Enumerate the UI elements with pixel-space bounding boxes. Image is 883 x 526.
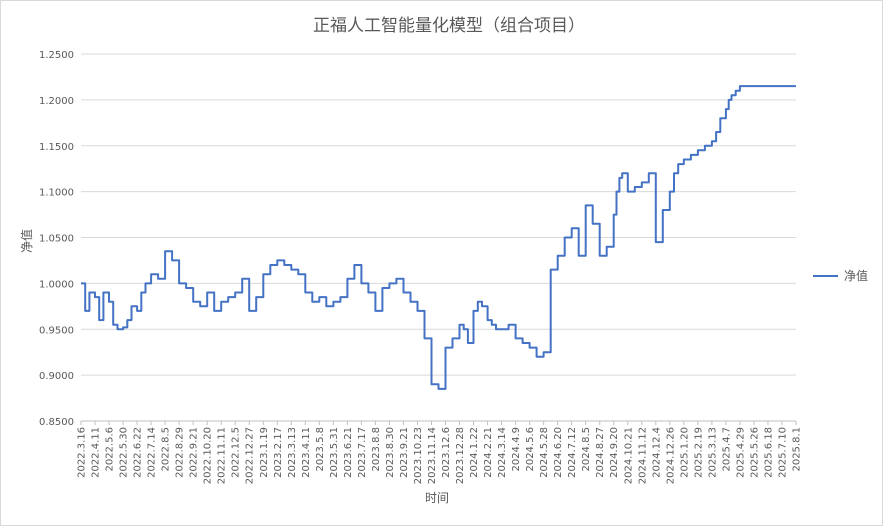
x-tick-label: 2023.2.17 (273, 427, 284, 478)
y-tick-label: 1.0000 (39, 279, 74, 290)
x-tick-label: 2024.12.26 (665, 427, 676, 484)
legend: 净值 (813, 268, 868, 283)
x-tick-label: 2023.8.8 (371, 427, 382, 472)
x-tick-label: 2024.8.5 (581, 427, 592, 472)
y-tick-label: 1.2500 (39, 50, 74, 61)
x-tick-label: 2024.2.21 (483, 427, 494, 478)
x-tick-label: 2024.4.9 (511, 427, 522, 472)
x-tick-label: 2023.11.14 (427, 427, 438, 484)
x-tick-label: 2024.12.4 (651, 427, 662, 478)
x-tick-label: 2025.8.1 (792, 427, 803, 472)
series-line-net-value (81, 85, 796, 390)
y-tick-label: 0.8500 (39, 417, 74, 428)
x-tick-label: 2023.3.13 (287, 427, 298, 478)
x-tick-label: 2024.8.27 (595, 427, 606, 478)
x-tick-label: 2022.12.27 (245, 427, 256, 484)
x-tick-label: 2024.5.6 (525, 427, 536, 472)
chart-title: 正福人工智能量化模型（组合项目） (313, 16, 585, 36)
x-tick-label: 2022.9.21 (189, 427, 200, 478)
x-tick-label: 2022.12.5 (231, 427, 242, 478)
x-tick-label: 2024.9.20 (609, 427, 620, 478)
x-tick-label: 2024.11.12 (637, 427, 648, 484)
x-axis: 2022.3.16 2022.4.11 2022.5.6 2022.5.30 2022.… (77, 420, 803, 484)
gridlines (81, 53, 796, 422)
x-tick-label: 2025.6.18 (763, 427, 774, 478)
x-tick-label: 2023.12.28 (455, 427, 466, 484)
x-tick-label: 2022.4.11 (91, 427, 102, 478)
y-tick-label: 1.1500 (39, 142, 74, 153)
x-tick-label: 2024.5.28 (539, 427, 550, 478)
x-tick-label: 2025.5.26 (749, 427, 760, 478)
x-tick-label: 2023.5.8 (315, 427, 326, 472)
x-tick-label: 2023.8.30 (385, 427, 396, 478)
x-tick-label: 2022.11.11 (217, 427, 228, 484)
x-tick-label: 2025.4.29 (735, 427, 746, 478)
y-tick-label: 0.9000 (39, 371, 74, 382)
x-tick-label: 2023.1.19 (259, 427, 270, 478)
x-tick-label: 2024.6.20 (553, 427, 564, 478)
x-tick-label: 2022.5.6 (105, 427, 116, 472)
x-tick-label: 2024.3.14 (497, 427, 508, 478)
x-tick-label: 2025.2.19 (693, 427, 704, 478)
series-group (81, 85, 796, 390)
x-tick-label: 2025.1.20 (679, 427, 690, 478)
y-tick-label: 1.0500 (39, 234, 74, 245)
x-tick-label: 2025.3.13 (707, 427, 718, 478)
x-tick-label: 2022.8.5 (161, 427, 172, 472)
y-tick-label: 0.9500 (39, 325, 74, 336)
x-tick-label: 2025.4.7 (721, 427, 732, 472)
x-tick-label: 2023.9.21 (399, 427, 410, 478)
x-tick-label: 2022.3.16 (77, 427, 88, 478)
x-tick-label: 2023.5.31 (329, 427, 340, 478)
x-tick-label: 2024.1.22 (469, 427, 480, 478)
x-tick-label: 2023.6.21 (343, 427, 354, 478)
y-tick-label: 1.2000 (39, 96, 74, 107)
x-tick-label: 2023.7.17 (357, 427, 368, 478)
y-axis-ticks: 0.8500 0.9000 0.9500 1.0000 1.0500 1.1000 1.15… (39, 50, 74, 428)
x-tick-label: 2022.8.29 (175, 427, 186, 478)
x-tick-label: 2023.12.6 (441, 427, 452, 478)
x-tick-label: 2022.7.14 (147, 427, 158, 478)
x-tick-label: 2022.6.22 (133, 427, 144, 478)
x-tick-label: 2023.4.11 (301, 427, 312, 478)
x-tick-label: 2022.5.30 (119, 427, 130, 478)
x-tick-label: 2024.7.12 (567, 427, 578, 478)
legend-label: 净值 (844, 268, 868, 283)
x-tick-label: 2025.7.10 (777, 427, 788, 478)
x-tick-label: 2024.10.21 (623, 427, 634, 484)
y-tick-label: 1.1000 (39, 188, 74, 199)
y-axis-label: 净值 (19, 229, 34, 253)
x-tick-label: 2023.10.23 (413, 427, 424, 484)
x-tick-label: 2022.10.20 (203, 427, 214, 484)
x-axis-label: 时间 (425, 491, 449, 505)
